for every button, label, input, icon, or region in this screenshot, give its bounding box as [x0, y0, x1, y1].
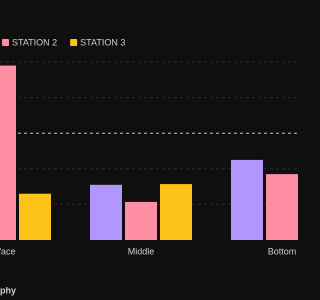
chart: phy Surface Middle Bottom STATION 2 STATION …	[0, 0, 300, 300]
legend-swatch	[70, 39, 78, 46]
x-tick-label: Bottom	[268, 246, 297, 256]
x-tick-label: Middle	[128, 246, 155, 256]
bar	[266, 174, 298, 240]
bar	[19, 193, 51, 240]
footer-title: phy	[0, 285, 16, 295]
background	[0, 0, 300, 300]
legend-label: STATION 2	[12, 37, 57, 47]
bar	[160, 184, 192, 240]
legend-label: STATION 3	[80, 37, 125, 47]
bar	[231, 159, 263, 240]
bar	[90, 184, 122, 240]
x-tick-label: Surface	[0, 246, 16, 256]
bar	[125, 201, 157, 240]
legend-swatch	[2, 39, 9, 46]
bar	[0, 65, 16, 240]
